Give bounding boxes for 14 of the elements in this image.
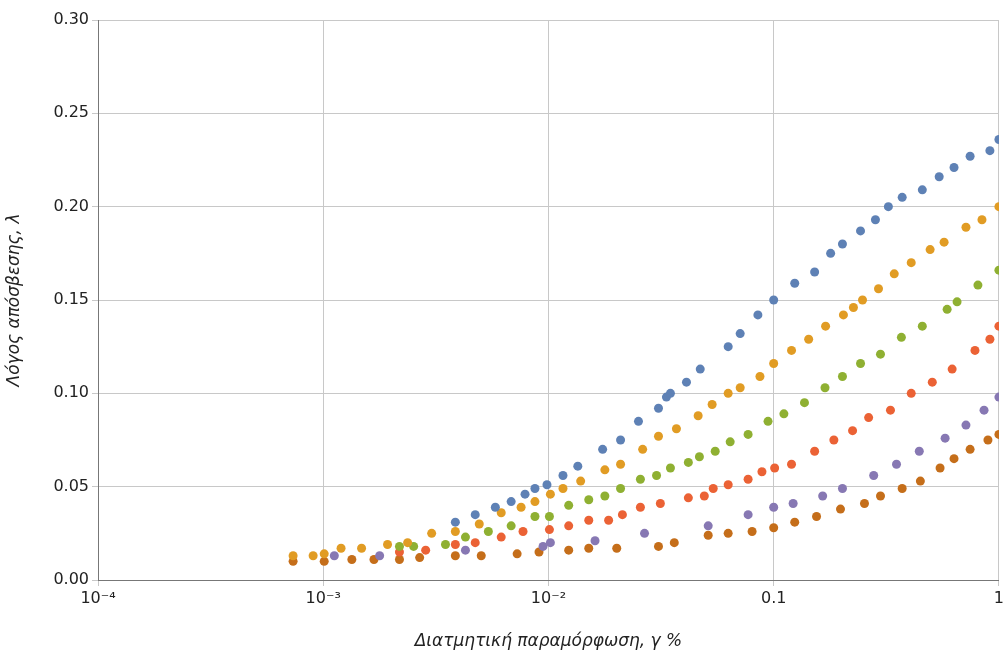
y-tick-label: 0.30 xyxy=(53,9,89,29)
y-tick-label: 0.25 xyxy=(53,102,89,122)
y-tick-label: 0.10 xyxy=(53,382,89,402)
y-axis-title: Λόγος απόσβεσης, λ xyxy=(2,213,23,389)
y-tick-label: 0.00 xyxy=(53,569,89,589)
x-tick-label: 1 xyxy=(993,587,1004,607)
x-tick-label: 0.1 xyxy=(760,587,787,607)
x-tick-label: 10⁻³ xyxy=(305,587,341,607)
y-tick-label: 0.05 xyxy=(53,475,89,495)
x-tick-label: 10⁻⁴ xyxy=(80,587,116,607)
x-axis-title: Διατμητική παραμόρφωση, γ % xyxy=(412,630,683,651)
x-tick-label: 10⁻² xyxy=(530,587,567,607)
y-tick-label: 0.20 xyxy=(53,195,89,215)
y-tick-label: 0.15 xyxy=(53,289,89,309)
